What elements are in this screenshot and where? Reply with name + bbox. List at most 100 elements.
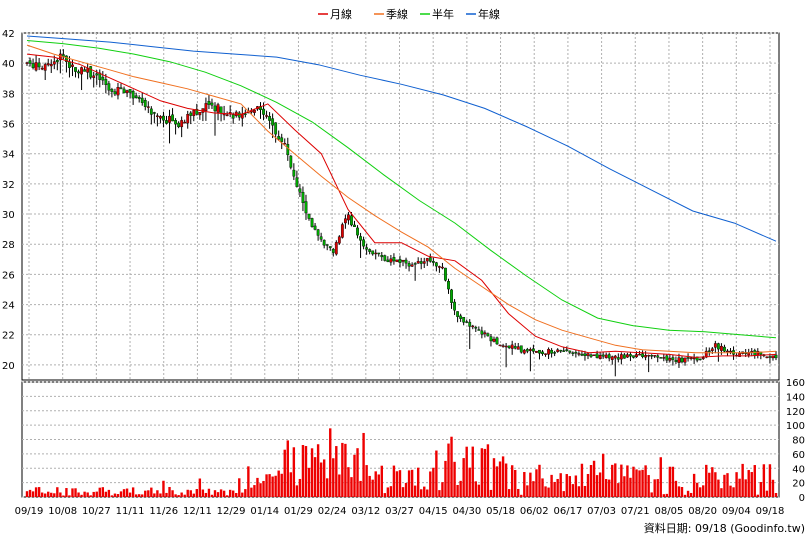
volume-bar [768,464,772,497]
volume-bar [608,479,611,497]
candle-body [483,332,487,335]
volume-bar [210,494,214,497]
candle-body [416,261,420,264]
volume-bar [580,463,584,497]
volume-bar [316,444,320,497]
candle-body [340,224,344,238]
volume-bar [228,489,232,497]
candle-body [450,289,453,303]
volume-bar [141,494,144,497]
candle-body [668,357,672,361]
price-axis: 20 22 24 26 28 30 32 34 36 38 40 42 [2,29,15,372]
volume-bar [265,474,268,497]
candle-body [37,62,41,68]
candle-body [707,350,711,352]
candle-body [492,338,496,342]
volume-bar [413,485,417,497]
volume-bar [526,485,529,497]
candle-body [519,345,523,353]
candle-body [174,120,177,125]
volume-bar [638,470,641,497]
volume-bar [626,465,629,497]
volume-bar [705,464,708,497]
legend-label: 季線 [386,7,408,21]
candle-body [701,357,705,360]
volume-bar [43,493,47,497]
candle-body [474,327,478,329]
candle-body [207,100,211,105]
volume-bar [92,491,95,497]
price-tick-label: 32 [2,180,15,191]
candle-body [516,346,520,350]
volume-bar [201,489,205,497]
candle-body [401,260,405,262]
volume-bar [159,493,162,497]
candle-body [692,357,696,360]
volume-bar [286,440,289,497]
volume-bar [711,467,714,497]
volume-tick-label: 0 [799,493,805,504]
candle-body [274,122,278,135]
candle-body [447,281,450,290]
volume-bar [656,479,659,497]
candle-body [453,301,456,311]
candle-body [40,67,44,70]
volume-bar [708,472,711,497]
candle-body [365,247,369,250]
candle-body [189,112,193,116]
candle-body [149,108,153,115]
candle-body [528,349,532,351]
x-tick-label: 04/15 [419,506,448,517]
volume-bar [438,490,441,497]
x-tick-label: 11/26 [149,506,178,517]
volume-bar [723,474,726,497]
volume-bar [492,458,496,497]
volume-bar [604,479,608,497]
candle-body [204,103,208,111]
volume-bar [514,469,517,497]
volume-bar [498,461,502,497]
candle-body [374,252,378,255]
volume-bar [77,492,80,497]
x-tick-label: 09/04 [722,506,751,517]
volume-bar [98,487,101,497]
volume-bar [359,480,362,497]
candle-body [183,121,187,124]
volume-bar [213,490,217,497]
x-tick-label: 01/14 [250,506,279,517]
volume-bar [689,492,693,497]
volume-bar [765,490,769,497]
candle-body [89,66,93,78]
volume-tick-label: 120 [786,407,805,418]
volume-bar [529,472,532,497]
volume-bar [392,465,396,497]
candle-body [525,349,529,352]
candle-body [110,89,114,92]
volume-bar [195,489,199,497]
candle-body [359,236,362,241]
price-tick-label: 20 [2,361,15,372]
candle-body [571,352,575,354]
candle-body [504,345,508,348]
candle-body [307,213,311,219]
candle-body [535,350,538,353]
volume-bar [738,478,741,497]
candle-body [353,224,356,228]
candle-body [650,355,654,357]
volume-bar [507,489,511,497]
volume-bar [510,465,514,497]
candle-body [162,115,165,121]
volume-bar [532,481,535,497]
volume-bar [89,495,92,497]
x-tick-label: 02/24 [318,506,347,517]
candle-body [52,61,56,65]
candle-body [665,355,669,361]
candle-body [34,62,38,71]
candle-body [392,257,396,262]
volume-bar [374,471,377,497]
volume-bar [653,479,656,497]
volume-bar [222,490,226,497]
moving-averages [26,35,777,358]
volume-bar [574,475,578,497]
